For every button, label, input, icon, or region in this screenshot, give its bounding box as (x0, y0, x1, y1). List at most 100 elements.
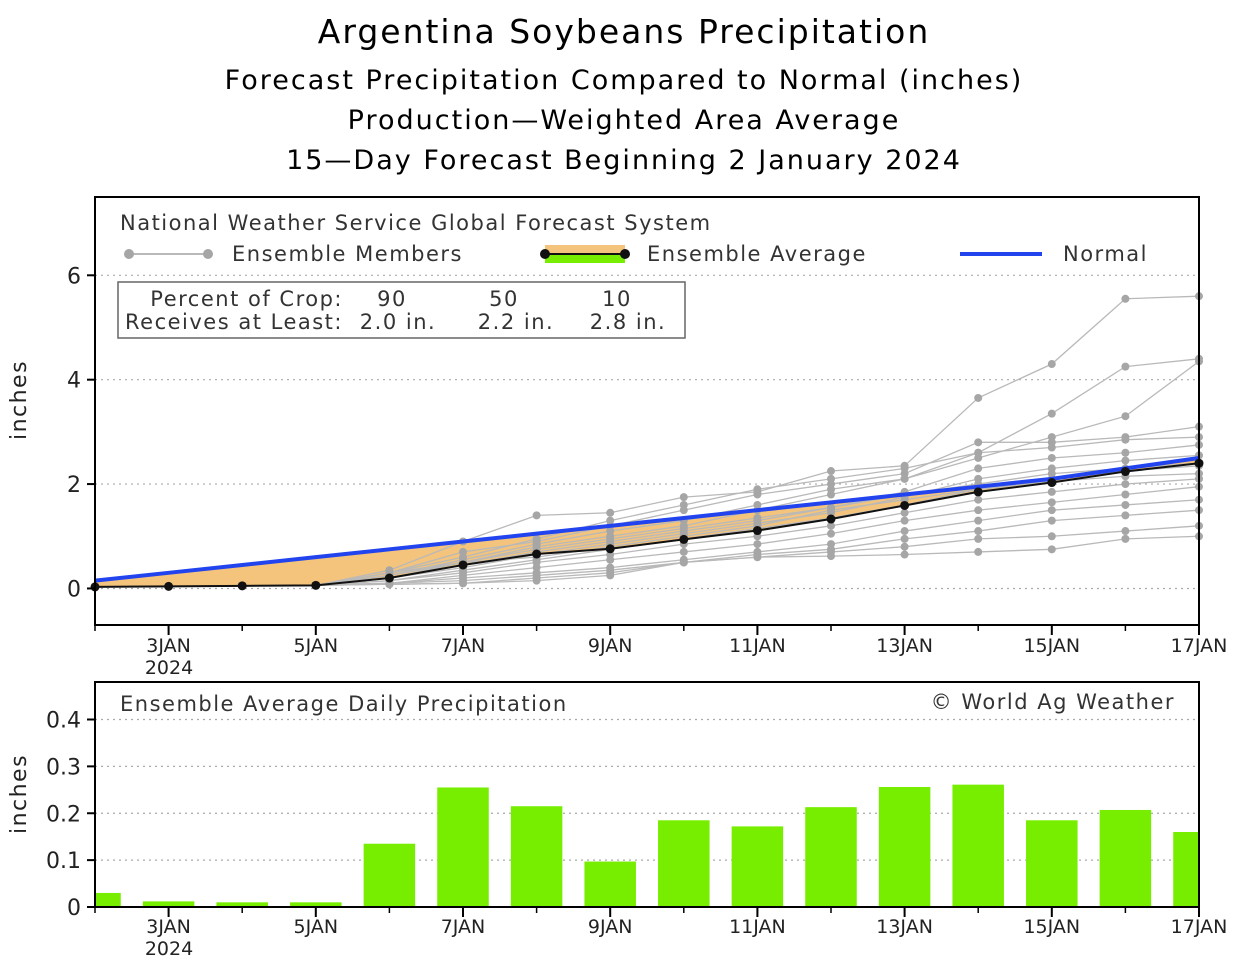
ensemble-average-point (605, 544, 615, 554)
bottom-y-tick-label: 0.1 (46, 849, 81, 874)
member-5-point (1047, 443, 1056, 452)
legend-members-dot-right (203, 249, 213, 259)
daily-bar (1173, 832, 1199, 907)
daily-bar (510, 806, 563, 907)
bottom-x-tick-label: 7JAN (441, 916, 486, 938)
member-11-point (1047, 506, 1056, 515)
member-10-point (900, 516, 909, 525)
member-16-point (827, 506, 835, 515)
bottom-x-ticks: 3JAN 5JAN 7JAN 9JAN 11JAN 13JAN 15JAN 17JAN (94, 907, 1227, 938)
bottom-x-tick-label: 5JAN (294, 916, 339, 938)
legend-average-label: Ensemble Average (647, 242, 867, 266)
normal-line (94, 455, 1200, 583)
ensemble-average-point (679, 534, 689, 544)
daily-bar (437, 787, 489, 907)
member-13-point (900, 542, 909, 551)
top-y-tick-label: 2 (67, 473, 81, 498)
bottom-gridlines (95, 718, 1199, 861)
ensemble-average-point (1047, 478, 1057, 488)
ensemble-average-point (1120, 467, 1130, 477)
top-x-tick-label: 7JAN (441, 635, 486, 657)
member-1-point (1121, 294, 1130, 303)
member-1-point (532, 511, 541, 520)
daily-bar (805, 807, 857, 907)
crop-amount-10: 2.8 in. (590, 310, 666, 334)
bottom-y-ticks: 0 0.1 0.2 0.3 0.4 (46, 709, 95, 921)
bottom-x-tick-label: 11JAN (729, 916, 786, 938)
legend-members: Ensemble Members (124, 242, 463, 266)
crop-amount-50: 2.2 in. (478, 310, 554, 334)
ensemble-average-point (973, 487, 983, 497)
member-12-point (1047, 516, 1056, 525)
ensemble-average-point (237, 581, 247, 591)
member-6-point (1047, 453, 1056, 462)
daily-bar (584, 861, 636, 907)
member-14-point (532, 576, 541, 585)
member-10-point (974, 506, 983, 515)
member-10-point (1047, 498, 1056, 507)
legend-average-green (545, 254, 625, 263)
daily-bar (95, 892, 121, 907)
member-12-point (900, 534, 909, 543)
top-x-ticks: 3JAN 5JAN 7JAN 9JAN 11JAN 13JAN 15JAN 17JAN (94, 625, 1228, 657)
member-10-point (827, 529, 835, 538)
crop-row2-label: Receives at Least: (125, 310, 343, 334)
member-14-point (1047, 545, 1056, 554)
legend-members-dot-left (124, 249, 134, 259)
credit-label: © World Ag Weather (931, 690, 1175, 714)
bottom-y-tick-label: 0 (67, 896, 81, 921)
member-1-point (827, 467, 835, 476)
top-y-axis-label: inches (7, 360, 32, 440)
crop-row1-label: Percent of Crop: (150, 287, 343, 311)
ensemble-average-point (532, 549, 542, 559)
top-panel-frame (94, 196, 1200, 626)
chart-subtitle-3: 15—Day Forecast Beginning 2 January 2024 (286, 145, 962, 176)
member-12-point (974, 527, 983, 536)
daily-bar (290, 902, 342, 907)
daily-bar (142, 901, 195, 907)
top-y-ticks: 0 2 4 6 (67, 264, 95, 602)
ensemble-average-point (900, 500, 910, 510)
member-10-point (753, 540, 762, 549)
daily-bar (878, 787, 931, 907)
member-10-point (679, 547, 688, 556)
member-14-point (827, 552, 835, 561)
legend-average-dot-left (540, 249, 550, 259)
cumulative-panel: National Weather Service Global Forecast… (7, 196, 1228, 679)
member-11-point (900, 527, 909, 536)
source-label: National Weather Service Global Forecast… (120, 211, 712, 235)
member-9-point (1121, 480, 1130, 489)
bottom-x-tick-label: 15JAN (1023, 916, 1080, 938)
top-x-tick-label: 9JAN (588, 635, 633, 657)
member-13-point (1121, 527, 1130, 536)
bottom-panel-title: Ensemble Average Daily Precipitation (120, 692, 568, 716)
member-13-point (1047, 532, 1056, 541)
member-3-point (1121, 412, 1130, 421)
crop-percent-50: 50 (489, 287, 519, 311)
legend-normal: Normal (960, 242, 1148, 266)
top-x-tick-label: 17JAN (1171, 635, 1228, 657)
member-5-point (827, 490, 835, 499)
member-15-point (1047, 469, 1056, 478)
top-y-tick-label: 4 (67, 369, 81, 394)
member-9-point (900, 508, 909, 517)
top-y-tick-label: 0 (67, 577, 81, 602)
ensemble-average-point (826, 514, 836, 524)
member-6-point (974, 464, 983, 473)
member-14-point (385, 580, 394, 589)
crop-percent-10: 10 (602, 287, 632, 311)
member-2-point (1047, 409, 1056, 418)
top-panel-border (94, 196, 1200, 626)
legend-normal-label: Normal (1063, 242, 1148, 266)
daily-panel: Ensemble Average Daily Precipitation © W… (7, 681, 1227, 960)
bottom-y-axis-label: inches (7, 754, 32, 834)
ensemble-average-point (384, 573, 394, 583)
legend-members-label: Ensemble Members (232, 242, 463, 266)
daily-bar (658, 820, 710, 907)
member-6-point (1121, 448, 1130, 457)
member-7-point (1121, 456, 1130, 465)
member-14-point (900, 550, 909, 559)
crop-percent-90: 90 (377, 287, 407, 311)
member-9-point (1047, 487, 1056, 496)
member-14-point (1121, 534, 1130, 543)
